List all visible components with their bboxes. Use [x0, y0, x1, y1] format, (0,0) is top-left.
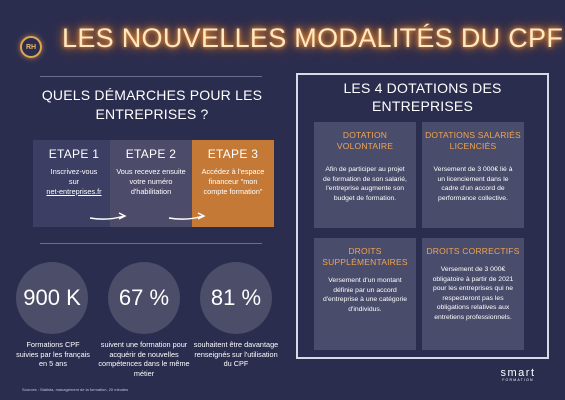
card-1-title: DOTATION VOLONTAIRE [336, 130, 394, 151]
step-1-text-line-2: sur [68, 177, 80, 186]
stat-text-renseignes: souhaitent être davantage renseignés sur… [193, 340, 279, 368]
card-droits-correctifs: DROITS CORRECTIFS Versement de 3 000€ ob… [422, 238, 524, 350]
step-1-label: ETAPE 1 [48, 147, 100, 161]
divider-top-left [40, 76, 262, 77]
card-2-title: DOTATIONS SALARIÉS LICENCIÉS [425, 130, 521, 151]
stat-circle-competences: 67 % [108, 262, 180, 334]
section-title-demarches: QUELS DÉMARCHES POUR LES ENTREPRISES ? [41, 87, 263, 122]
dotations-frame [296, 73, 549, 359]
step-2-text: Vous recevez ensuite votre numéro d'habi… [116, 167, 186, 196]
card-2-text: Versement de 3 000€ lié à un licenciemen… [433, 166, 513, 202]
logo-sub: FORMATION [502, 378, 534, 382]
card-4-text: Versement de 3 000€ obligatoire à partir… [432, 266, 514, 321]
sources-note: Sources : Statista, management de la for… [22, 387, 129, 392]
card-4-title: DROITS CORRECTIFS [426, 246, 520, 256]
step-1-card: ETAPE 1 Inscrivez-vous sur net-entrepris… [33, 140, 115, 227]
smart-formation-logo: smart FORMATION [488, 367, 548, 382]
card-dotation-volontaire: DOTATION VOLONTAIRE Afin de participer a… [314, 122, 416, 228]
section-title-dotations: LES 4 DOTATIONS DES ENTREPRISES [343, 80, 502, 114]
step-1-text-line-1: Inscrivez-vous [50, 167, 98, 176]
card-3-text: Versement d'un montant définie par un ac… [322, 277, 408, 313]
card-droits-supplementaires: DROITS SUPPLÉMENTAIRES Versement d'un mo… [314, 238, 416, 350]
stat-text-competences: suivent une formation pour acquérir de n… [98, 340, 190, 378]
arrow-right-icon [168, 212, 206, 220]
stat-circle-formations: 900 K [16, 262, 88, 334]
step-2-label: ETAPE 2 [125, 147, 177, 161]
card-1-text: Afin de participer au projet de formatio… [323, 166, 407, 202]
step-1-text: Inscrivez-vous sur net-entreprises.fr [33, 167, 115, 197]
rh-badge-icon: RH [20, 36, 42, 58]
card-dotations-salaries-licencies: DOTATIONS SALARIÉS LICENCIÉS Versement d… [422, 122, 524, 228]
step-3-text: Accédez à l'espace financeur "mon compte… [201, 167, 265, 196]
arrow-right-icon [89, 212, 127, 220]
step-2-card: ETAPE 2 Vous recevez ensuite votre numér… [110, 140, 192, 227]
stat-text-formations: Formations CPF suivies par les français … [16, 340, 90, 368]
divider-mid-left [40, 243, 262, 244]
card-3-title: DROITS SUPPLÉMENTAIRES [322, 246, 408, 267]
step-3-card: ETAPE 3 Accédez à l'espace financeur "mo… [192, 140, 274, 227]
stat-circle-renseignes: 81 % [200, 262, 272, 334]
step-3-label: ETAPE 3 [207, 147, 259, 161]
page-title: LES NOUVELLES MODALITÉS DU CPF [62, 23, 564, 53]
logo-word: smart [500, 367, 536, 379]
rh-badge-text: RH [25, 43, 37, 51]
net-entreprises-link[interactable]: net-entreprises.fr [46, 187, 102, 196]
